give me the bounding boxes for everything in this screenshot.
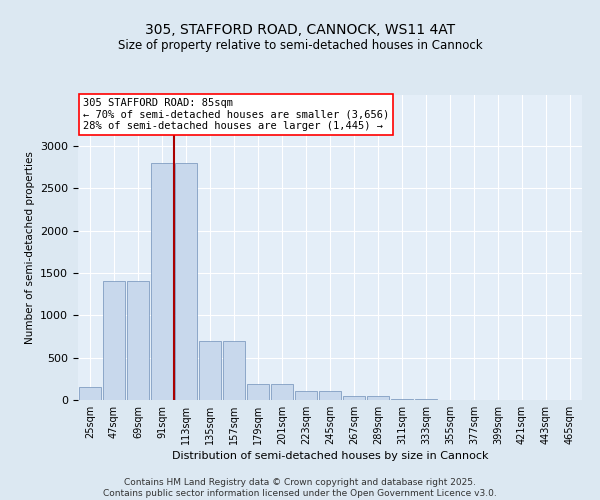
Bar (295, 390, 317, 400)
Bar (199, 340, 221, 400)
Bar (223, 340, 245, 400)
X-axis label: Distribution of semi-detached houses by size in Cannock: Distribution of semi-detached houses by … (172, 451, 488, 461)
Bar (247, 384, 269, 400)
Bar (367, 396, 389, 400)
Text: Size of property relative to semi-detached houses in Cannock: Size of property relative to semi-detach… (118, 39, 482, 52)
Bar (175, 163, 197, 400)
Bar (271, 384, 293, 400)
Bar (415, 399, 437, 400)
Y-axis label: Number of semi-detached properties: Number of semi-detached properties (25, 151, 35, 344)
Bar (79, 388, 101, 400)
Text: 305 STAFFORD ROAD: 85sqm
← 70% of semi-detached houses are smaller (3,656)
28% o: 305 STAFFORD ROAD: 85sqm ← 70% of semi-d… (83, 98, 389, 131)
Text: 305, STAFFORD ROAD, CANNOCK, WS11 4AT: 305, STAFFORD ROAD, CANNOCK, WS11 4AT (145, 22, 455, 36)
Bar (151, 163, 173, 400)
Bar (127, 282, 149, 400)
Bar (343, 396, 365, 400)
Bar (103, 282, 125, 400)
Bar (319, 390, 341, 400)
Text: Contains HM Land Registry data © Crown copyright and database right 2025.
Contai: Contains HM Land Registry data © Crown c… (103, 478, 497, 498)
Bar (391, 399, 413, 400)
